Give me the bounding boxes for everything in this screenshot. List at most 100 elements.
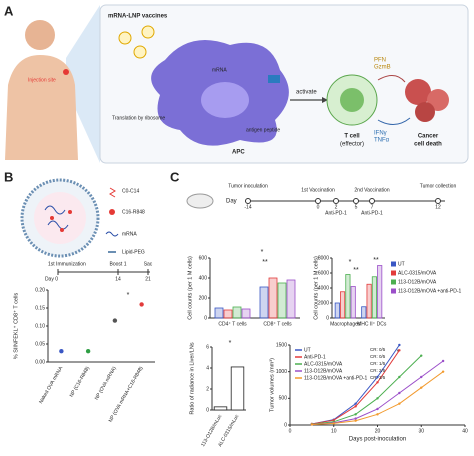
y-axis-label: % SIINFEKL⁺ CD8⁺ T cells [12, 293, 19, 360]
timeline-marker [315, 198, 321, 204]
timeline-day: Day 0 [45, 276, 58, 282]
point [59, 349, 64, 354]
timeline-treatment: Anti-PD-1 [325, 210, 347, 216]
legend-label: mRNA [122, 231, 137, 237]
timeline-day: 2 [335, 204, 338, 210]
bar [345, 274, 351, 319]
bar [377, 265, 383, 319]
point [441, 370, 445, 373]
point [398, 375, 401, 379]
label: mRNA-LNP vaccines [108, 14, 168, 20]
panel-c-art [186, 193, 445, 209]
legend-swatch [391, 288, 396, 294]
point [398, 343, 401, 347]
y-tick-label: 8000 [318, 255, 329, 261]
legend-label: C16-R848 [122, 209, 145, 215]
y-tick-label: 0.00 [35, 359, 45, 365]
cancer-cell [415, 102, 435, 122]
x-tick-label: Macrophages [330, 321, 361, 327]
y-axis-label: Cell counts (per 1 M cells) [313, 256, 319, 320]
point [376, 381, 379, 384]
x-tick-label: Naked OVA mRNA [38, 365, 64, 405]
y-axis-label: Ratio of radiance in Liver/LNs [189, 342, 195, 414]
legend-label: Lipid-PEG [122, 249, 145, 255]
bar [223, 309, 233, 319]
significance: ** [373, 257, 379, 264]
label: PFN [374, 58, 386, 64]
x-tick-label: MHC II⁺ DCs [357, 321, 387, 327]
timeline-marker [333, 198, 339, 204]
y-tick-label: 1500 [276, 342, 287, 348]
zoom-cone [66, 5, 100, 163]
y-tick-label: 0.20 [35, 287, 45, 293]
y-axis-label: Tumor volumes (mm³) [269, 358, 275, 412]
label: mRNA [212, 67, 227, 73]
series-line [311, 355, 422, 425]
y-tick-label: 200 [199, 295, 208, 301]
bar [334, 302, 340, 319]
label: Cancer [418, 134, 439, 140]
significance: * [229, 340, 232, 347]
label: TNFα [374, 138, 390, 144]
bar [213, 406, 228, 411]
t-cell-nucleus [340, 88, 364, 112]
mouse [186, 193, 214, 209]
label: Injection site [28, 77, 56, 83]
panel-label: C [170, 169, 180, 184]
x-tick-label: NP (C16-R848) [69, 365, 92, 398]
arrow [377, 117, 411, 125]
lnp-core [34, 192, 86, 244]
point [376, 413, 379, 416]
legend-swatch [391, 279, 396, 285]
point [85, 349, 91, 354]
y-tick-label: 0.05 [35, 341, 45, 347]
point [376, 407, 379, 411]
timeline-event: Sac [144, 261, 153, 267]
point [310, 423, 314, 426]
bar [230, 366, 245, 411]
panel-a-art [5, 4, 469, 164]
timeline-day: 0 [317, 204, 320, 210]
significance: * [127, 292, 130, 299]
bar [361, 306, 367, 319]
timeline-event: Tumor collection [420, 183, 457, 189]
y-tick-label: 2000 [318, 300, 329, 306]
legend-swatch [391, 261, 396, 267]
legend-label: ALC-0315/mOVA [398, 270, 437, 276]
mrna [44, 205, 69, 230]
point [354, 402, 357, 405]
point [354, 417, 357, 420]
legend-note: CR: 2/5 [370, 368, 386, 373]
body [5, 55, 78, 160]
bar [214, 307, 224, 319]
significance: * [261, 249, 264, 256]
panel-label: A [4, 3, 14, 18]
timeline-event: 1st Vaccination [301, 187, 335, 193]
timeline-day-label: Day [226, 199, 237, 205]
point [398, 349, 401, 352]
cancer-cell [405, 79, 431, 105]
point [420, 375, 423, 379]
legend-label: 113-O12B/mOVA +anti-PD-1 [304, 375, 368, 381]
x-tick-label: 20 [375, 428, 381, 434]
legend-swatch [391, 270, 396, 276]
timeline-marker [245, 198, 251, 204]
y-tick-label: 1000 [276, 369, 287, 375]
legend-label: 113-O12B/mOVA [304, 368, 343, 374]
point [376, 375, 379, 379]
x-tick-label: CD4⁺ T cells [218, 321, 247, 327]
legend-label: UT [398, 261, 405, 267]
timeline-event: 1st Immunization [48, 261, 86, 267]
lnp [118, 31, 132, 45]
legend-label: 113-O12B/mOVA [398, 279, 437, 285]
icon [109, 209, 115, 215]
dot [50, 216, 54, 220]
point [139, 302, 144, 307]
lnp [141, 25, 155, 39]
y-tick-label: 6 [206, 344, 209, 350]
timeline-day: 7 [371, 204, 374, 210]
label: antigen peptide [246, 127, 280, 133]
timeline-marker [353, 198, 359, 204]
point [398, 402, 401, 405]
